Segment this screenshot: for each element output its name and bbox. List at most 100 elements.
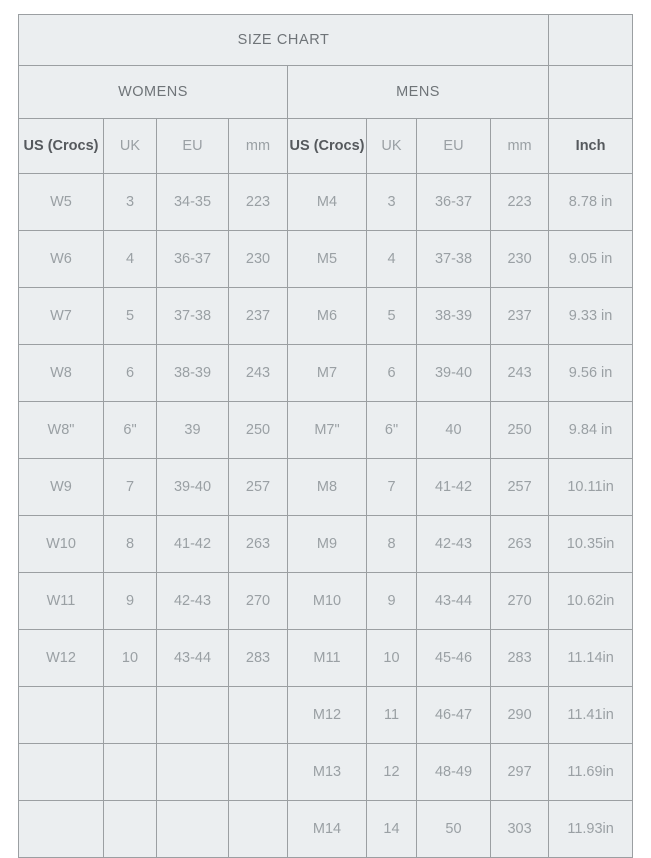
cell-mens-eu: 43-44	[416, 572, 491, 630]
cell-mens-uk: 11	[366, 686, 417, 744]
cell-womens-uk: 10	[103, 629, 157, 687]
cell-womens-us	[18, 800, 104, 858]
group-header-inch-spacer	[548, 65, 634, 119]
cell-mens-us: M7	[287, 344, 367, 402]
cell-womens-mm: 283	[228, 629, 288, 687]
cell-inch: 11.14in	[548, 629, 634, 687]
cell-mens-mm: 257	[489, 458, 550, 516]
cell-mens-us: M10	[287, 572, 367, 630]
table-row: W10 8 41-42 263 M9 8 42-43 263 10.35in	[18, 515, 634, 573]
cell-mens-mm: 263	[489, 515, 550, 573]
cell-mens-eu: 38-39	[416, 287, 491, 345]
cell-mens-us: M8	[287, 458, 367, 516]
cell-inch: 9.56 in	[548, 344, 634, 402]
title-row: SIZE CHART	[17, 14, 634, 66]
cell-mens-mm: 270	[489, 572, 550, 630]
cell-mens-mm: 250	[489, 401, 550, 459]
cell-mens-eu: 41-42	[416, 458, 491, 516]
cell-mens-uk: 8	[366, 515, 417, 573]
size-chart-body: SIZE CHART WOMENS MENS US (C	[17, 14, 634, 858]
cell-inch: 10.11in	[548, 458, 634, 516]
table-row: M14 14 50 303 11.93in	[18, 800, 634, 858]
column-header-womens-uk: UK	[103, 118, 157, 174]
cell-womens-uk: 5	[103, 287, 157, 345]
cell-womens-mm	[228, 800, 288, 858]
cell-womens-mm: 250	[228, 401, 288, 459]
cell-womens-eu	[156, 686, 229, 744]
cell-mens-uk: 7	[366, 458, 417, 516]
cell-mens-us: M13	[287, 743, 367, 801]
cell-mens-eu: 45-46	[416, 629, 491, 687]
group-header-row: WOMENS MENS	[18, 65, 634, 119]
cell-inch: 8.78 in	[548, 173, 634, 231]
cell-mens-uk: 9	[366, 572, 417, 630]
cell-inch: 9.33 in	[548, 287, 634, 345]
cell-womens-us: W8	[18, 344, 104, 402]
table-row: W5 3 34-35 223 M4 3 36-37 223 8.78 in	[18, 173, 634, 231]
cell-mens-us: M14	[287, 800, 367, 858]
cell-womens-mm: 230	[228, 230, 288, 288]
cell-inch: 11.69in	[548, 743, 634, 801]
table-row: W6 4 36-37 230 M5 4 37-38 230 9.05 in	[18, 230, 634, 288]
cell-womens-us	[18, 686, 104, 744]
cell-mens-mm: 237	[489, 287, 550, 345]
cell-womens-us: W11	[18, 572, 104, 630]
cell-womens-us: W9	[18, 458, 104, 516]
cell-womens-us: W7	[18, 287, 104, 345]
column-header-womens-us: US (Crocs)	[18, 118, 104, 174]
table-row: W8" 6" 39 250 M7" 6" 40 250 9.84 in	[18, 401, 634, 459]
cell-mens-us: M5	[287, 230, 367, 288]
cell-womens-mm: 270	[228, 572, 288, 630]
cell-mens-uk: 12	[366, 743, 417, 801]
cell-womens-us: W10	[18, 515, 104, 573]
column-header-mens-uk: UK	[366, 118, 417, 174]
size-chart-container: SIZE CHART WOMENS MENS US (C	[17, 14, 634, 858]
cell-inch: 10.62in	[548, 572, 634, 630]
column-header-row: US (Crocs) UK EU mm US (Crocs) UK	[18, 118, 634, 174]
column-header-mens-us: US (Crocs)	[287, 118, 367, 174]
cell-inch: 11.93in	[548, 800, 634, 858]
cell-mens-us: M4	[287, 173, 367, 231]
cell-womens-us: W6	[18, 230, 104, 288]
cell-womens-uk	[103, 686, 157, 744]
cell-mens-mm: 290	[489, 686, 550, 744]
cell-womens-mm: 243	[228, 344, 288, 402]
cell-mens-eu: 36-37	[416, 173, 491, 231]
cell-womens-eu: 43-44	[156, 629, 229, 687]
column-header-inch: Inch	[548, 118, 634, 174]
table-row: W11 9 42-43 270 M10 9 43-44 270 10.62in	[18, 572, 634, 630]
cell-mens-mm: 243	[489, 344, 550, 402]
cell-womens-uk	[103, 800, 157, 858]
cell-mens-mm: 230	[489, 230, 550, 288]
table-row: W7 5 37-38 237 M6 5 38-39 237 9.33 in	[18, 287, 634, 345]
table-row: W9 7 39-40 257 M8 7 41-42 257 10.11in	[18, 458, 634, 516]
cell-womens-mm: 263	[228, 515, 288, 573]
cell-mens-uk: 6"	[366, 401, 417, 459]
cell-womens-eu: 41-42	[156, 515, 229, 573]
title-row-inch-spacer	[548, 14, 634, 66]
cell-inch: 10.35in	[548, 515, 634, 573]
cell-mens-eu: 50	[416, 800, 491, 858]
cell-womens-uk	[103, 743, 157, 801]
table-row: M12 11 46-47 290 11.41in	[18, 686, 634, 744]
table-row: W8 6 38-39 243 M7 6 39-40 243 9.56 in	[18, 344, 634, 402]
cell-womens-us: W5	[18, 173, 104, 231]
cell-mens-uk: 14	[366, 800, 417, 858]
cell-womens-uk: 9	[103, 572, 157, 630]
cell-mens-mm: 283	[489, 629, 550, 687]
cell-womens-eu: 42-43	[156, 572, 229, 630]
cell-mens-uk: 10	[366, 629, 417, 687]
cell-womens-uk: 7	[103, 458, 157, 516]
cell-mens-mm: 223	[489, 173, 550, 231]
cell-womens-eu: 34-35	[156, 173, 229, 231]
cell-mens-mm: 297	[489, 743, 550, 801]
cell-womens-uk: 6"	[103, 401, 157, 459]
cell-mens-us: M7"	[287, 401, 367, 459]
cell-mens-us: M12	[287, 686, 367, 744]
cell-womens-us: W12	[18, 629, 104, 687]
cell-womens-eu	[156, 743, 229, 801]
cell-womens-eu: 39	[156, 401, 229, 459]
group-header-womens: WOMENS	[18, 65, 288, 119]
cell-inch: 11.41in	[548, 686, 634, 744]
cell-mens-eu: 40	[416, 401, 491, 459]
